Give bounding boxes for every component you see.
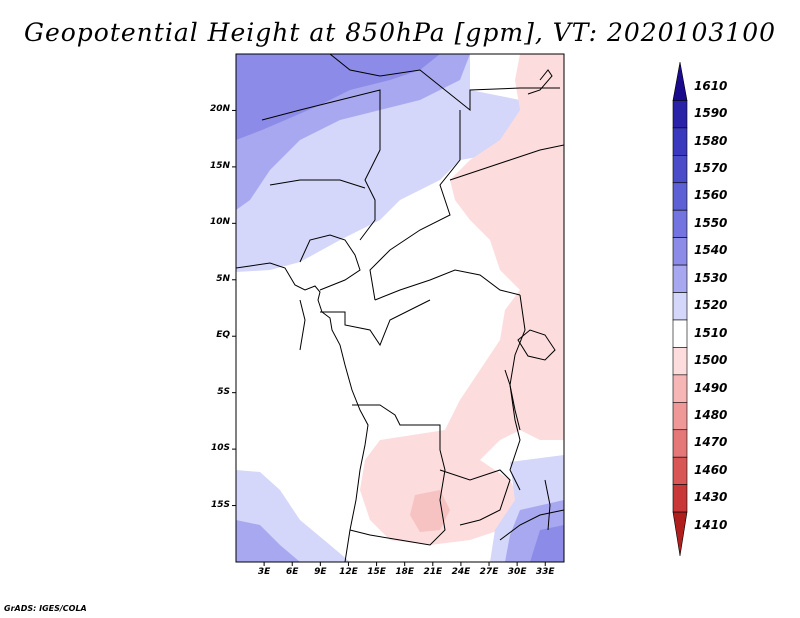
y-tick-label: 10N: [209, 217, 230, 228]
colorbar-label: 1520: [694, 298, 728, 313]
colorbar-label: 1470: [694, 435, 728, 450]
border-sahara: [329, 54, 560, 112]
field-blue-deep-southeast: [530, 525, 564, 562]
border-niger: [261, 89, 381, 241]
colorbar-swatch: [672, 374, 688, 403]
colorbar-swatch: [672, 402, 688, 431]
coastline-west: [236, 262, 369, 562]
border-mozambique: [499, 509, 564, 541]
colorbar-swatch: [672, 264, 688, 293]
border-nigeria: [269, 179, 366, 189]
border-cameroon: [299, 234, 361, 291]
border-angola: [349, 404, 446, 546]
colorbar-label: 1410: [694, 517, 728, 532]
lake-victoria: [517, 329, 556, 361]
y-axis-ticks: [232, 109, 236, 507]
x-tick-label: 27E: [479, 567, 499, 577]
y-tick-label: EQ: [216, 330, 230, 341]
colorbar-swatch: [672, 319, 688, 348]
x-tick-label: 12E: [339, 567, 358, 577]
colorbar-label: 1460: [694, 462, 728, 477]
x-axis-ticks: [263, 562, 546, 566]
border-sudan: [449, 144, 564, 181]
map-frame: [235, 53, 565, 563]
y-tick-label: 10S: [210, 443, 230, 454]
x-tick-label: 33E: [535, 567, 555, 577]
colorbar-label: 1530: [694, 270, 728, 285]
y-tick-label: 20N: [209, 104, 230, 115]
colorbar-label: 1430: [694, 490, 728, 505]
colorbar-swatch: [672, 484, 688, 513]
colorbar-label: 1550: [694, 215, 728, 230]
colorbar-swatch: [672, 155, 688, 184]
colorbar-swatch: [672, 237, 688, 266]
colorbar-swatch: [672, 511, 688, 557]
colorbar-label: 1500: [694, 353, 728, 368]
colorbar-label: 1610: [694, 78, 728, 93]
field-pink-south: [360, 430, 520, 545]
border-zambia: [439, 469, 511, 526]
colorbar-swatch: [672, 429, 688, 458]
colorbar: [672, 61, 688, 557]
x-tick-label: 6E: [286, 567, 299, 577]
coastlines-borders: [236, 54, 564, 562]
colorbar-swatch: [672, 61, 688, 101]
x-tick-label: 21E: [423, 567, 443, 577]
y-tick-label: 15N: [209, 160, 230, 171]
border-drc-east: [509, 294, 526, 491]
colorbar-swatch: [672, 182, 688, 211]
colorbar-label: 1510: [694, 325, 728, 340]
border-congo: [320, 299, 431, 347]
colorbar-label: 1560: [694, 188, 728, 203]
x-tick-label: 30E: [507, 567, 527, 577]
border-car: [374, 269, 521, 301]
y-tick-label: 15S: [210, 499, 230, 510]
x-tick-label: 15E: [367, 567, 386, 577]
x-tick-label: 24E: [451, 567, 471, 577]
field-blue-deep-north: [236, 54, 440, 140]
lake-tanganyika: [504, 369, 521, 431]
colorbar-swatch: [672, 347, 688, 376]
colorbar-label: 1540: [694, 243, 728, 258]
colorbar-label: 1580: [694, 133, 728, 148]
colorbar-swatch: [672, 209, 688, 238]
field-blue-mid-southwest: [236, 520, 300, 562]
y-tick-label: 5N: [216, 273, 230, 284]
border-east-horn: [527, 69, 553, 95]
colorbar-label: 1590: [694, 106, 728, 121]
x-tick-label: 3E: [257, 567, 271, 577]
x-tick-label: 9E: [314, 567, 327, 577]
colorbar-swatch: [672, 100, 688, 129]
x-tick-label: 18E: [395, 567, 415, 577]
border-gabon: [299, 299, 306, 351]
colorbar-swatch: [672, 456, 688, 485]
chart-title: Geopotential Height at 850hPa [gpm], VT:…: [23, 18, 777, 47]
colorbar-swatch: [672, 127, 688, 156]
field-pink-northeast: [450, 54, 564, 300]
lake-malawi: [544, 479, 551, 531]
y-tick-label: 5S: [217, 386, 230, 397]
colorbar-label: 1480: [694, 408, 728, 423]
colorbar-label: 1490: [694, 380, 728, 395]
field-pink-east: [445, 290, 564, 460]
colorbar-label: 1570: [694, 161, 728, 176]
colorbar-swatch: [672, 292, 688, 321]
border-chad: [369, 110, 461, 301]
credit-text: GrADS: IGES/COLA: [4, 604, 87, 613]
height-field: [236, 54, 564, 562]
